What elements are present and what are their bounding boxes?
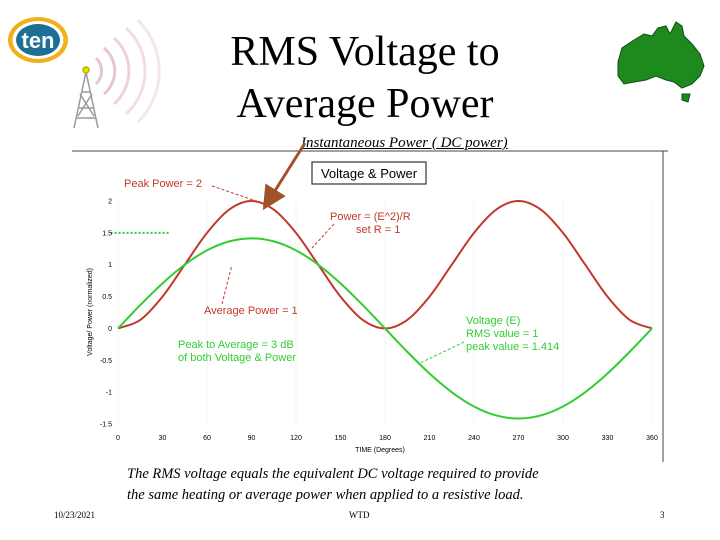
x-tick-label: 300 [557, 435, 569, 442]
caption-line-2: the same heating or average power when a… [127, 487, 524, 503]
annotation-voltage: Voltage (E) [466, 315, 520, 327]
x-tick-label: 210 [424, 435, 436, 442]
voltage-pointer [417, 341, 465, 365]
x-tick-label: 120 [290, 435, 302, 442]
annotation-rms-value: RMS value = 1 [466, 328, 538, 340]
ten-logo-icon: ten [8, 17, 161, 129]
y-tick-label: -0.5 [100, 358, 112, 365]
x-tick-label: 60 [203, 435, 211, 442]
series-line-voltage-e- [117, 237, 653, 420]
caption-line-1: The RMS voltage equals the equivalent DC… [127, 466, 539, 482]
footer-page-number: 3 [660, 510, 665, 520]
x-tick-label: 90 [248, 435, 256, 442]
x-tick-label: 240 [468, 435, 480, 442]
x-tick-label: 0 [116, 435, 120, 442]
callout-instantaneous-power: Instantaneous Power ( DC power) [301, 135, 508, 151]
y-tick-label: 1 [108, 262, 112, 269]
x-tick-label: 330 [602, 435, 614, 442]
annotation-peak-to-average-2: of both Voltage & Power [178, 352, 296, 364]
y-tick-label: -1 [106, 390, 112, 397]
y-axis-label: Voltage/ Power (normalized) [87, 268, 94, 356]
voltage-power-chart: 2 1.5 1 0.5 0 -0.5 -1 -1.5 0 30 60 90 120 150 180 210 24… [72, 150, 668, 467]
annotation-peak-value: peak value = 1.414 [466, 341, 559, 353]
x-tick-label: 270 [513, 435, 525, 442]
annotation-average-power: Average Power = 1 [204, 305, 298, 317]
annotation-power-formula: Power = (E^2)/R [330, 211, 411, 223]
radio-tower-icon [73, 18, 161, 129]
caption: The RMS voltage equals the equivalent DC… [127, 464, 539, 506]
logo-text: ten [22, 28, 55, 53]
annotation-set-r: set R = 1 [356, 224, 400, 236]
y-tick-label: -1.5 [100, 422, 112, 429]
ten-logo: ten [4, 10, 164, 143]
callout-arrow [262, 142, 307, 211]
y-tick-label: 1.5 [102, 230, 112, 237]
australia-map [612, 18, 712, 111]
x-tick-label: 30 [159, 435, 167, 442]
chart-title: Voltage & Power [321, 166, 418, 181]
x-axis-label: TIME (Degrees) [355, 447, 405, 454]
chart-svg: 2 1.5 1 0.5 0 -0.5 -1 -1.5 0 30 60 90 120 150 180 210 24… [72, 150, 668, 462]
x-tick-label: 360 [646, 435, 658, 442]
annotation-peak-to-average-1: Peak to Average = 3 dB [178, 339, 294, 351]
y-tick-label: 0 [108, 326, 112, 333]
x-tick-label: 180 [379, 435, 391, 442]
title-line-1: RMS Voltage to [230, 29, 500, 75]
y-tick-label: 0.5 [102, 294, 112, 301]
power-pointer [311, 223, 335, 249]
chart-title-box [311, 161, 427, 185]
australia-map-icon [617, 21, 705, 103]
footer-center: WTD [349, 510, 370, 520]
annotation-peak-power: Peak Power = 2 [124, 178, 202, 190]
average-power-pointer [221, 264, 233, 305]
x-tick-label: 150 [335, 435, 347, 442]
title-line-2: Average Power [236, 81, 494, 127]
y-tick-label: 2 [108, 199, 112, 206]
slide-title: RMS Voltage to Average Power [205, 26, 525, 130]
footer-date: 10/23/2021 [54, 510, 96, 520]
